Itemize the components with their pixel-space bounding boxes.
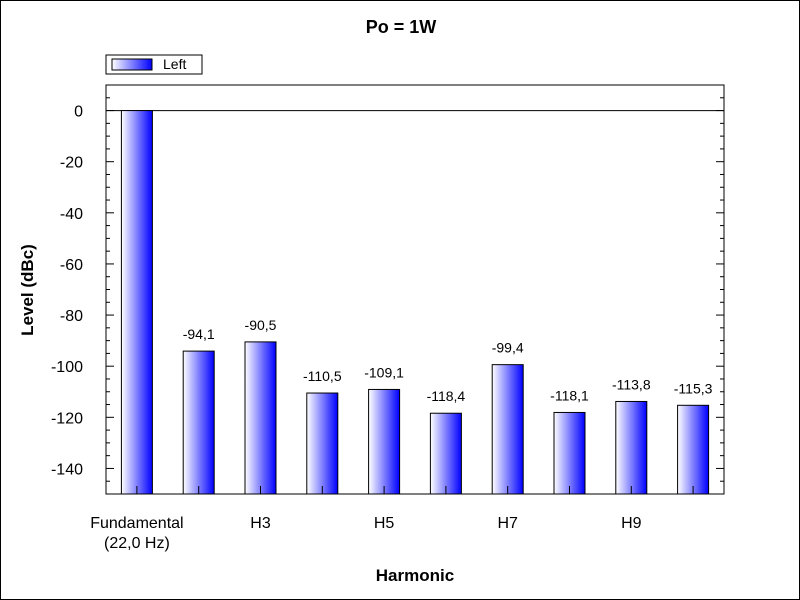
x-axis-title: Harmonic <box>376 566 454 585</box>
data-label: -113,8 <box>612 376 651 392</box>
bar <box>306 392 339 495</box>
legend-label: Left <box>163 56 186 72</box>
bar <box>182 350 215 495</box>
y-tick-label: -40 <box>60 206 83 223</box>
data-label: -99,4 <box>492 340 524 356</box>
bar <box>491 364 524 495</box>
data-label: -110,5 <box>303 368 342 384</box>
bar <box>120 110 153 495</box>
y-tick-label: -120 <box>51 410 83 427</box>
y-axis-title: Level (dBc) <box>18 244 37 336</box>
bar <box>244 341 277 495</box>
y-tick-label: -140 <box>51 461 83 478</box>
data-label: -90,5 <box>245 317 277 333</box>
y-tick-label: 0 <box>74 104 83 121</box>
data-label: -118,4 <box>427 388 466 404</box>
x-tick-label: H7 <box>497 515 518 532</box>
x-tick-label: Fundamental <box>90 515 183 532</box>
legend-swatch <box>111 58 153 71</box>
bar <box>553 411 586 495</box>
y-tick-label: -100 <box>51 359 83 376</box>
x-tick-label: (22,0 Hz) <box>104 535 170 552</box>
bar <box>677 404 710 495</box>
data-label: -115,3 <box>674 380 713 396</box>
bar <box>615 400 648 495</box>
plot-area: 0 -20 -40 -60 -80 -100 -120 -140 Fundamental (22,… <box>51 84 725 552</box>
data-label: -94,1 <box>183 326 215 342</box>
y-tick-label: -20 <box>60 155 83 172</box>
data-label: -118,1 <box>550 387 589 403</box>
x-tick-label: H9 <box>621 515 642 532</box>
y-tick-label: -80 <box>60 308 83 325</box>
chart-title: Po = 1W <box>366 17 437 37</box>
x-tick-label: H3 <box>250 515 271 532</box>
data-label: -109,1 <box>364 364 404 380</box>
legend: Left <box>105 54 203 75</box>
x-tick-label: H5 <box>374 515 395 532</box>
bar <box>429 412 462 495</box>
y-tick-label: -60 <box>60 257 83 274</box>
bar <box>368 388 401 495</box>
